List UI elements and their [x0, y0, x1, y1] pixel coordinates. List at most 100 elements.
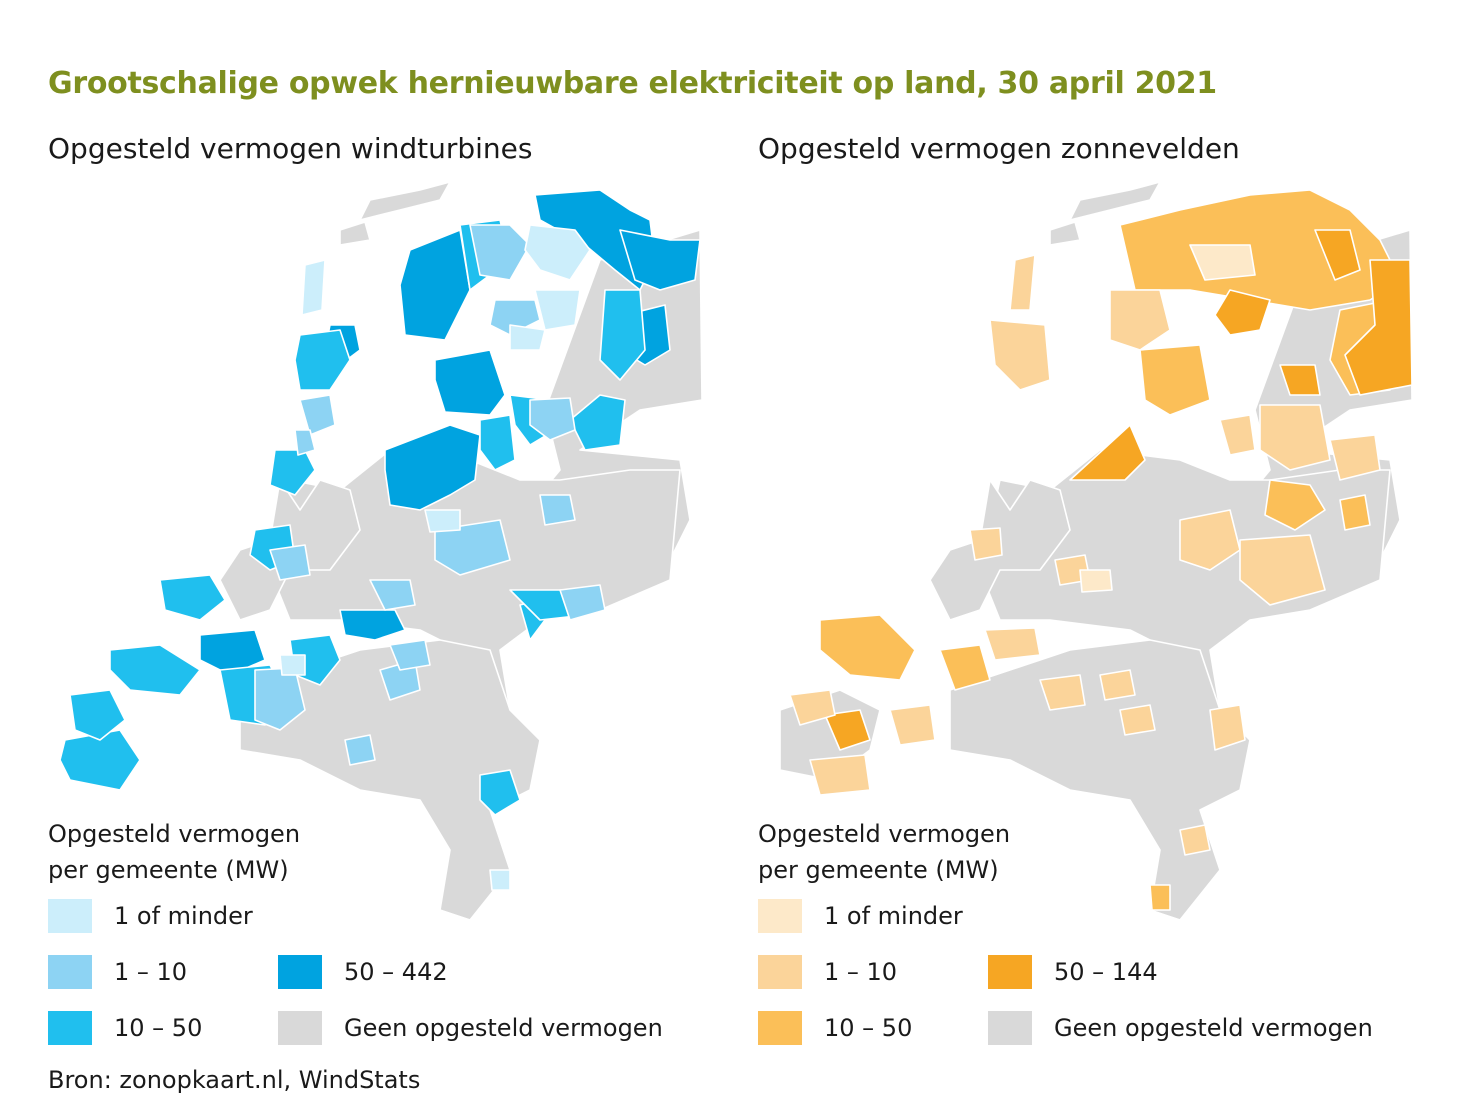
- legend-swatch: [278, 1011, 322, 1045]
- map-region-wind-1-10: [559, 584, 606, 621]
- legend-swatch: [48, 899, 92, 933]
- map-region-sun-10-50: [1339, 494, 1371, 531]
- legend-label: Geen opgesteld vermogen: [1054, 1014, 1373, 1042]
- map-region-sun-1-of-minder: [1079, 569, 1113, 593]
- map-region-wind-1-of-minder: [509, 324, 546, 351]
- legend-label: 1 of minder: [824, 902, 963, 930]
- solar-capacity-map: [779, 181, 1413, 921]
- map-region-wind-10-50: [109, 644, 201, 696]
- wind-legend-title: Opgesteld vermogen per gemeente (MW): [48, 816, 300, 888]
- map-region-wind-10-50: [479, 769, 521, 816]
- map-region-wind-1-10: [294, 429, 316, 456]
- wind-capacity-map: [59, 181, 703, 921]
- map-region-sun-50-144: [1279, 364, 1321, 396]
- legend-swatch: [758, 955, 802, 989]
- map-region-sun-1-10: [1179, 824, 1211, 856]
- map-region-sun-10-50: [939, 644, 991, 691]
- map-region-base-islands: [1049, 181, 1161, 246]
- map-region-sun-1-of-minder: [1189, 244, 1256, 281]
- map-region-sun-1-10: [1239, 534, 1326, 606]
- map-region-sun-1-10: [969, 527, 1003, 561]
- map-region-wind-10-50: [159, 574, 226, 621]
- map-region-sun-50-144: [1214, 289, 1271, 336]
- legend-label: 10 – 50: [114, 1014, 203, 1042]
- legend-swatch: [758, 899, 802, 933]
- map-region-sun-1-10: [1179, 509, 1241, 571]
- map-region-sun-1-10: [1099, 669, 1136, 701]
- legend-label: 1 of minder: [114, 902, 253, 930]
- map-region-sun-1-10: [789, 689, 836, 726]
- map-region-base-south: [949, 639, 1251, 921]
- map-region-wind-1-10: [299, 394, 336, 436]
- map-region-sun-1-10: [1219, 414, 1256, 456]
- map-region-sun-1-10: [1039, 674, 1086, 711]
- map-region-wind-50-442: [399, 229, 471, 341]
- wind-legend-title-line2: per gemeente (MW): [48, 856, 289, 884]
- map-region-wind-1-10: [269, 544, 311, 581]
- map-region-wind-10-50: [479, 414, 516, 471]
- map-region-sun-1-10: [1259, 404, 1331, 471]
- map-region-wind-50-442: [434, 349, 506, 416]
- map-region-wind-1-10: [469, 224, 531, 281]
- map-region-wind-1-of-minder: [489, 869, 511, 891]
- map-region-wind-50-442: [339, 609, 406, 641]
- map-region-wind-1-10: [529, 397, 576, 441]
- map-region-wind-1-10: [344, 734, 376, 766]
- map-region-wind-1-of-minder: [524, 224, 591, 281]
- legend-label: 1 – 10: [114, 958, 188, 986]
- solar-legend-title-line1: Opgesteld vermogen: [758, 820, 1011, 848]
- map-region-base-islands: [339, 181, 451, 246]
- map-region-sun-10-50: [1139, 344, 1211, 416]
- map-region-sun-10-50: [1149, 884, 1171, 911]
- legend-swatch: [988, 955, 1032, 989]
- map-region-wind-1-10: [434, 519, 511, 576]
- map-region-sun-10-50: [1264, 479, 1326, 531]
- legend-label: 50 – 442: [344, 958, 448, 986]
- map-region-sun-50-144: [824, 709, 871, 751]
- map-region-wind-10-50: [599, 289, 646, 381]
- map-region-wind-1-10: [389, 639, 431, 671]
- map-region-sun-1-10: [1209, 704, 1246, 751]
- map-region-sun-1-10: [1109, 289, 1171, 351]
- map-region-wind-10-50: [59, 729, 141, 791]
- legend-swatch: [758, 1011, 802, 1045]
- map-region-wind-1-of-minder: [301, 259, 326, 316]
- legend-label: 50 – 144: [1054, 958, 1158, 986]
- map-region-sun-50-144: [1314, 229, 1361, 281]
- legend-label: 10 – 50: [824, 1014, 913, 1042]
- source-note: Bron: zonopkaart.nl, WindStats: [48, 1066, 421, 1094]
- map-region-wind-1-of-minder: [424, 509, 461, 533]
- map-region-wind-10-50: [69, 689, 126, 741]
- map-region-sun-50-144: [1344, 259, 1413, 396]
- map-region-wind-50-442: [619, 229, 701, 291]
- legend-label: Geen opgesteld vermogen: [344, 1014, 663, 1042]
- map-region-sun-10-50: [819, 614, 916, 681]
- map-region-wind-1-of-minder: [279, 654, 306, 676]
- map-region-wind-50-442: [384, 424, 481, 511]
- map-region-sun-1-10: [984, 627, 1041, 661]
- legend-swatch: [48, 955, 92, 989]
- map-region-wind-10-50: [569, 394, 626, 451]
- legend-swatch: [48, 1011, 92, 1045]
- map-region-wind-1-of-minder: [534, 289, 581, 331]
- legend-swatch: [278, 955, 322, 989]
- map-region-sun-1-10: [989, 319, 1051, 391]
- map-region-base-south: [239, 639, 541, 921]
- map-region-sun-10-50: [1119, 189, 1401, 311]
- wind-map-subtitle: Opgesteld vermogen windturbines: [48, 132, 533, 165]
- map-region-sun-1-10: [1119, 704, 1156, 736]
- legend-label: 1 – 10: [824, 958, 898, 986]
- map-region-wind-1-10: [539, 494, 576, 526]
- wind-legend-title-line1: Opgesteld vermogen: [48, 820, 301, 848]
- map-region-sun-1-10: [809, 754, 871, 796]
- solar-map-subtitle: Opgesteld vermogen zonnevelden: [758, 132, 1240, 165]
- legend-swatch: [988, 1011, 1032, 1045]
- map-region-sun-1-10: [1329, 434, 1381, 481]
- page-title: Grootschalige opwek hernieuwbare elektri…: [48, 66, 1217, 101]
- map-region-sun-1-10: [889, 704, 936, 746]
- solar-legend-title-line2: per gemeente (MW): [758, 856, 999, 884]
- map-region-sun-1-10: [1009, 254, 1036, 311]
- solar-legend-title: Opgesteld vermogen per gemeente (MW): [758, 816, 1010, 888]
- map-region-wind-10-50: [294, 329, 351, 391]
- map-region-sun-50-144: [1069, 424, 1146, 481]
